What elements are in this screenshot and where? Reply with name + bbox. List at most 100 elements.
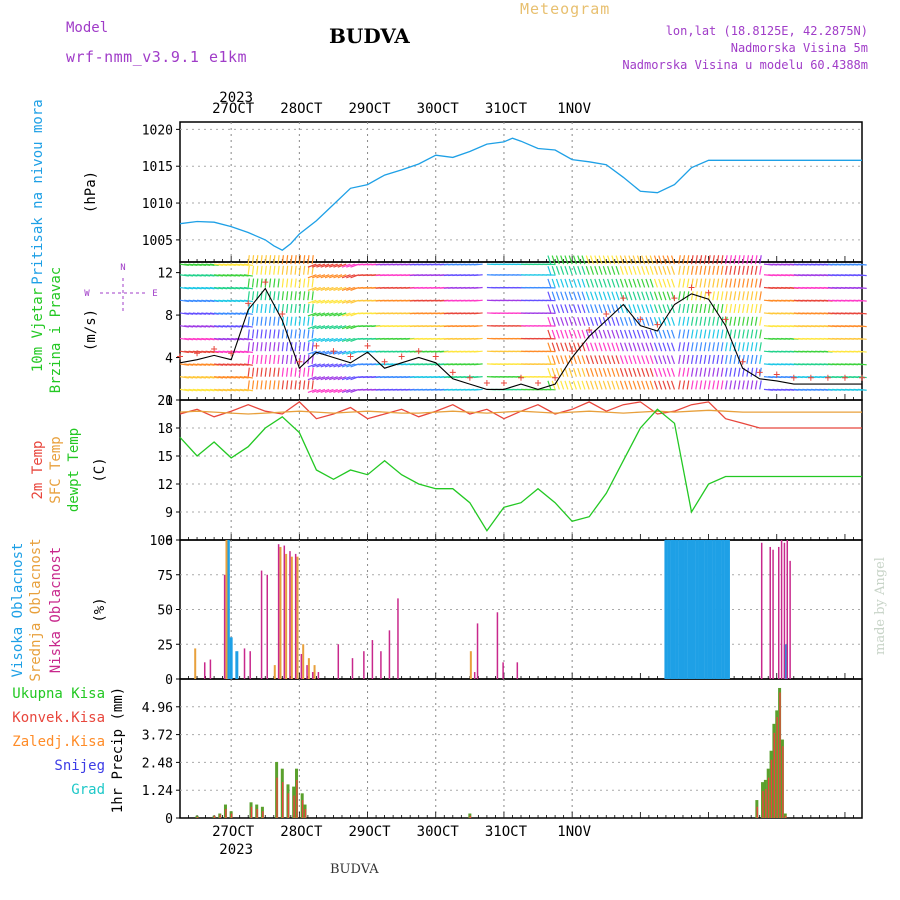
- wind-barb: [222, 376, 232, 379]
- temperature-ytick-label: 9: [165, 506, 173, 521]
- wind-barb: [598, 355, 603, 365]
- wind-barb: [243, 263, 253, 267]
- wind-barb: [316, 263, 326, 268]
- wind-barb: [729, 265, 732, 275]
- cloud-bar: [388, 630, 391, 679]
- wind-barb: [311, 278, 314, 288]
- wind-barb: [346, 350, 355, 355]
- wind-barb: [547, 291, 552, 301]
- precip-ytick-label: 2.48: [142, 756, 173, 771]
- wind-barb: [320, 325, 330, 330]
- wind-barb: [690, 265, 694, 275]
- wind-barb: [695, 316, 698, 326]
- day-label-bottom: 27OCT: [212, 824, 255, 840]
- wind-barb: [594, 316, 599, 326]
- wind-barb: [624, 316, 629, 326]
- wind-barb: [720, 329, 724, 339]
- wind-barb: [222, 299, 232, 303]
- wind-barb: [320, 299, 330, 304]
- wind-barb: [568, 291, 573, 301]
- wind-barb: [251, 354, 255, 364]
- wind-barb: [716, 291, 720, 301]
- wind-barb: [188, 286, 198, 290]
- wind-barb: [290, 291, 293, 301]
- wind-barb: [260, 329, 263, 339]
- wind-barb: [311, 329, 314, 339]
- wind-barb: [725, 354, 728, 365]
- wind-barb: [602, 255, 607, 265]
- wind-barb: [690, 291, 694, 301]
- wind-barb: [179, 376, 189, 379]
- wind-gust-mark: [739, 358, 746, 365]
- wind-barb: [179, 325, 189, 328]
- wind-barb: [243, 376, 253, 379]
- wind-barb: [564, 255, 569, 265]
- wind-barb: [311, 380, 314, 390]
- wind-barb: [653, 304, 658, 314]
- wind-barb: [636, 342, 641, 352]
- wind-barb: [733, 265, 737, 275]
- page-title: BUDVA: [329, 24, 410, 48]
- wind-barb: [260, 265, 263, 275]
- wind-barb: [564, 380, 569, 390]
- wind-barb: [607, 342, 612, 352]
- wind-barb: [857, 388, 867, 391]
- wind-barb: [658, 255, 663, 265]
- compass-north: N: [120, 263, 125, 273]
- cloud-bar: [294, 553, 297, 679]
- wind-barb: [666, 355, 671, 365]
- wind-barb: [179, 299, 189, 303]
- wind-barb: [564, 367, 569, 377]
- wind-barb: [264, 265, 267, 275]
- wind-barb: [662, 329, 667, 339]
- wind-barb: [678, 291, 681, 301]
- wind-barb: [268, 291, 272, 301]
- wind-barb: [277, 316, 280, 326]
- wind-barb: [555, 255, 560, 265]
- wind-barb: [678, 316, 681, 326]
- wind-gust-mark: [347, 353, 354, 360]
- wind-barb: [707, 303, 711, 314]
- wind-barb: [602, 380, 607, 390]
- wind-barb: [564, 278, 569, 288]
- wind-barb: [188, 299, 198, 303]
- wind-barb: [273, 380, 276, 390]
- wind-barb: [555, 380, 560, 390]
- wind-barb: [320, 263, 330, 268]
- wind-barb: [746, 255, 750, 265]
- wind-barb: [311, 342, 314, 352]
- wind-barb: [341, 388, 351, 393]
- wind-barb: [209, 363, 219, 366]
- wind-barb: [277, 354, 280, 364]
- temperature-ytick-label: 15: [157, 450, 173, 465]
- wind-barb: [196, 350, 207, 354]
- wind-barb: [337, 325, 347, 330]
- wind-barb: [547, 278, 552, 288]
- wind-barb: [564, 355, 569, 365]
- wind-barb: [222, 388, 232, 392]
- wind-barb: [636, 304, 641, 314]
- wind-barb: [201, 263, 211, 267]
- wind-barb: [268, 278, 272, 288]
- wind-barb: [473, 388, 483, 391]
- wind-barb: [551, 316, 556, 326]
- cloud-bar: [302, 644, 305, 679]
- cloud-bar: [778, 546, 780, 679]
- wind-barb: [311, 299, 321, 304]
- wind-barb: [662, 355, 667, 365]
- wind-barb: [316, 312, 326, 317]
- precip-bar: [230, 813, 233, 818]
- wind-barb: [624, 255, 629, 265]
- wind-barb: [307, 263, 317, 268]
- cloud-unit: (%): [92, 597, 108, 622]
- wind-gust-mark: [603, 311, 610, 318]
- wind-barb: [759, 255, 762, 265]
- wind-barb: [290, 380, 293, 390]
- precip-bar: [296, 779, 298, 818]
- wind-barb: [235, 312, 245, 315]
- wind-barb: [589, 316, 595, 326]
- wind-barb: [729, 291, 732, 301]
- wind-barb: [658, 278, 663, 288]
- cloud-bar: [698, 540, 702, 679]
- wind-barb: [264, 342, 267, 352]
